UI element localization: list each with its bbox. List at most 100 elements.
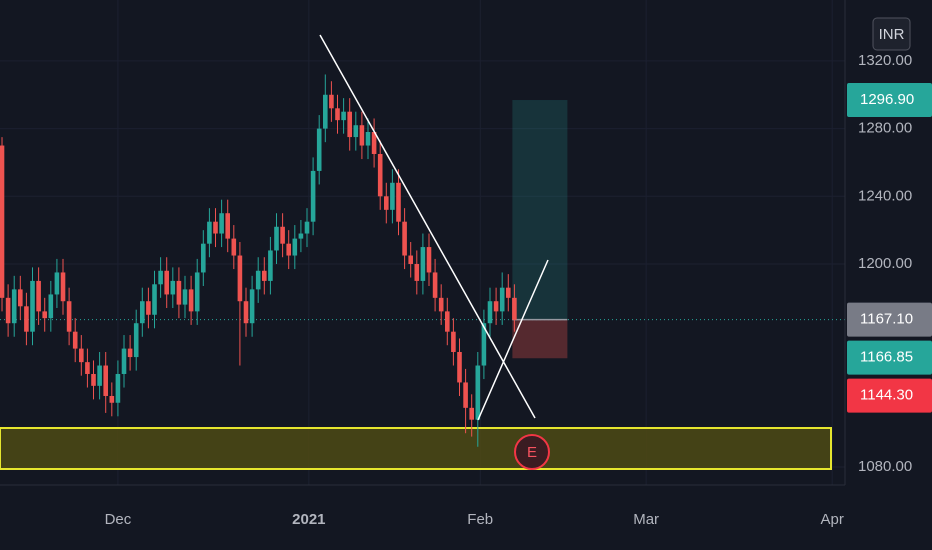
- candle-body: [390, 182, 395, 210]
- candle-body: [188, 289, 194, 312]
- price-label: 1166.85: [860, 349, 913, 366]
- candle-body: [383, 196, 389, 210]
- candle-body: [463, 382, 468, 408]
- candle-body: [11, 289, 17, 324]
- trend-line: [319, 34, 536, 419]
- currency-button[interactable]: [872, 17, 911, 51]
- candle-body: [219, 213, 224, 234]
- x-tick-label: Dec: [105, 511, 132, 528]
- candle-body: [347, 111, 352, 138]
- candle-body: [140, 301, 145, 324]
- candle-body: [182, 289, 188, 305]
- candle-body: [292, 238, 298, 256]
- x-tick-label: Feb: [467, 511, 493, 528]
- candle-body: [176, 280, 182, 305]
- candle-body: [262, 270, 267, 281]
- candle-body: [414, 263, 420, 281]
- candle-body: [48, 294, 54, 319]
- candle-body: [231, 238, 237, 256]
- x-tick-label: Mar: [633, 511, 659, 528]
- support-zone: [0, 427, 832, 470]
- candle-body: [109, 395, 115, 403]
- candle-body: [353, 125, 359, 138]
- candle-body: [286, 243, 292, 256]
- candle-body: [274, 226, 279, 251]
- candle-body: [505, 287, 511, 298]
- candle-body: [420, 247, 426, 281]
- candle-body: [268, 250, 273, 281]
- candle-body: [310, 170, 316, 222]
- candle-body: [72, 331, 78, 349]
- candle-body: [316, 128, 322, 171]
- candle-body: [91, 373, 96, 386]
- candle-body: [18, 289, 23, 307]
- price-label: 1144.30: [860, 387, 913, 404]
- candle-body: [97, 365, 102, 386]
- stop-zone: [512, 319, 568, 359]
- y-tick-label: 1080.00: [858, 458, 912, 475]
- price-label-box: [847, 83, 932, 118]
- candle-body: [152, 284, 157, 315]
- candle-body: [371, 131, 377, 154]
- candle-body: [85, 362, 90, 374]
- candle-body: [469, 407, 474, 420]
- candle-body: [66, 301, 72, 332]
- candle-body: [54, 272, 60, 295]
- candle-body: [481, 323, 487, 366]
- candle-body: [164, 270, 170, 295]
- candle-body: [323, 94, 328, 129]
- candle-body: [158, 270, 163, 285]
- candle-body: [79, 348, 84, 363]
- y-tick-label: 1280.00: [858, 120, 912, 137]
- candle-body: [451, 331, 456, 352]
- candle-body: [127, 348, 133, 358]
- candle-body: [255, 270, 261, 290]
- position-box: [512, 100, 568, 359]
- candle-body: [396, 182, 401, 222]
- candles: [0, 74, 517, 447]
- candle-body: [0, 145, 5, 298]
- candle-body: [36, 280, 41, 312]
- candle-body: [5, 297, 11, 324]
- candle-body: [225, 213, 231, 239]
- candle-body: [207, 221, 212, 244]
- trend-line: [477, 259, 549, 421]
- price-label-box: [847, 302, 932, 337]
- candle-body: [438, 297, 444, 312]
- event-marker[interactable]: [514, 434, 550, 470]
- candle-body: [493, 301, 499, 312]
- candle-body: [60, 272, 66, 302]
- price-label-box: [847, 340, 932, 375]
- candle-body: [30, 280, 35, 332]
- price-label: 1167.10: [860, 311, 913, 328]
- price-label: 1296.90: [860, 91, 914, 108]
- candle-body: [359, 125, 365, 146]
- candle-body: [432, 272, 438, 298]
- event-marker-label: E: [527, 444, 537, 461]
- candle-body: [335, 108, 340, 121]
- candle-body: [444, 311, 450, 332]
- candle-body: [237, 255, 243, 302]
- candle-body: [457, 351, 462, 383]
- candle-body: [426, 247, 432, 273]
- candle-body: [133, 323, 139, 358]
- candle-body: [201, 243, 206, 273]
- candle-body: [475, 365, 481, 420]
- candle-body: [146, 301, 151, 315]
- candle-body: [487, 301, 493, 324]
- candle-body: [512, 297, 517, 320]
- candle-body: [170, 280, 176, 295]
- candle-body: [280, 226, 285, 244]
- candle-body: [194, 272, 200, 312]
- candle-body: [24, 306, 29, 332]
- candle-body: [329, 94, 334, 109]
- y-tick-label: 1320.00: [858, 52, 912, 69]
- candle-body: [42, 311, 48, 319]
- target-zone: [512, 100, 568, 320]
- candle-body: [341, 111, 346, 121]
- candle-body: [298, 233, 304, 239]
- candle-body: [243, 301, 249, 324]
- axes: 1080.00 1200.00 1240.00 1280.00 1320.00 Dec 20…: [105, 52, 932, 528]
- x-tick-label: Apr: [821, 511, 844, 528]
